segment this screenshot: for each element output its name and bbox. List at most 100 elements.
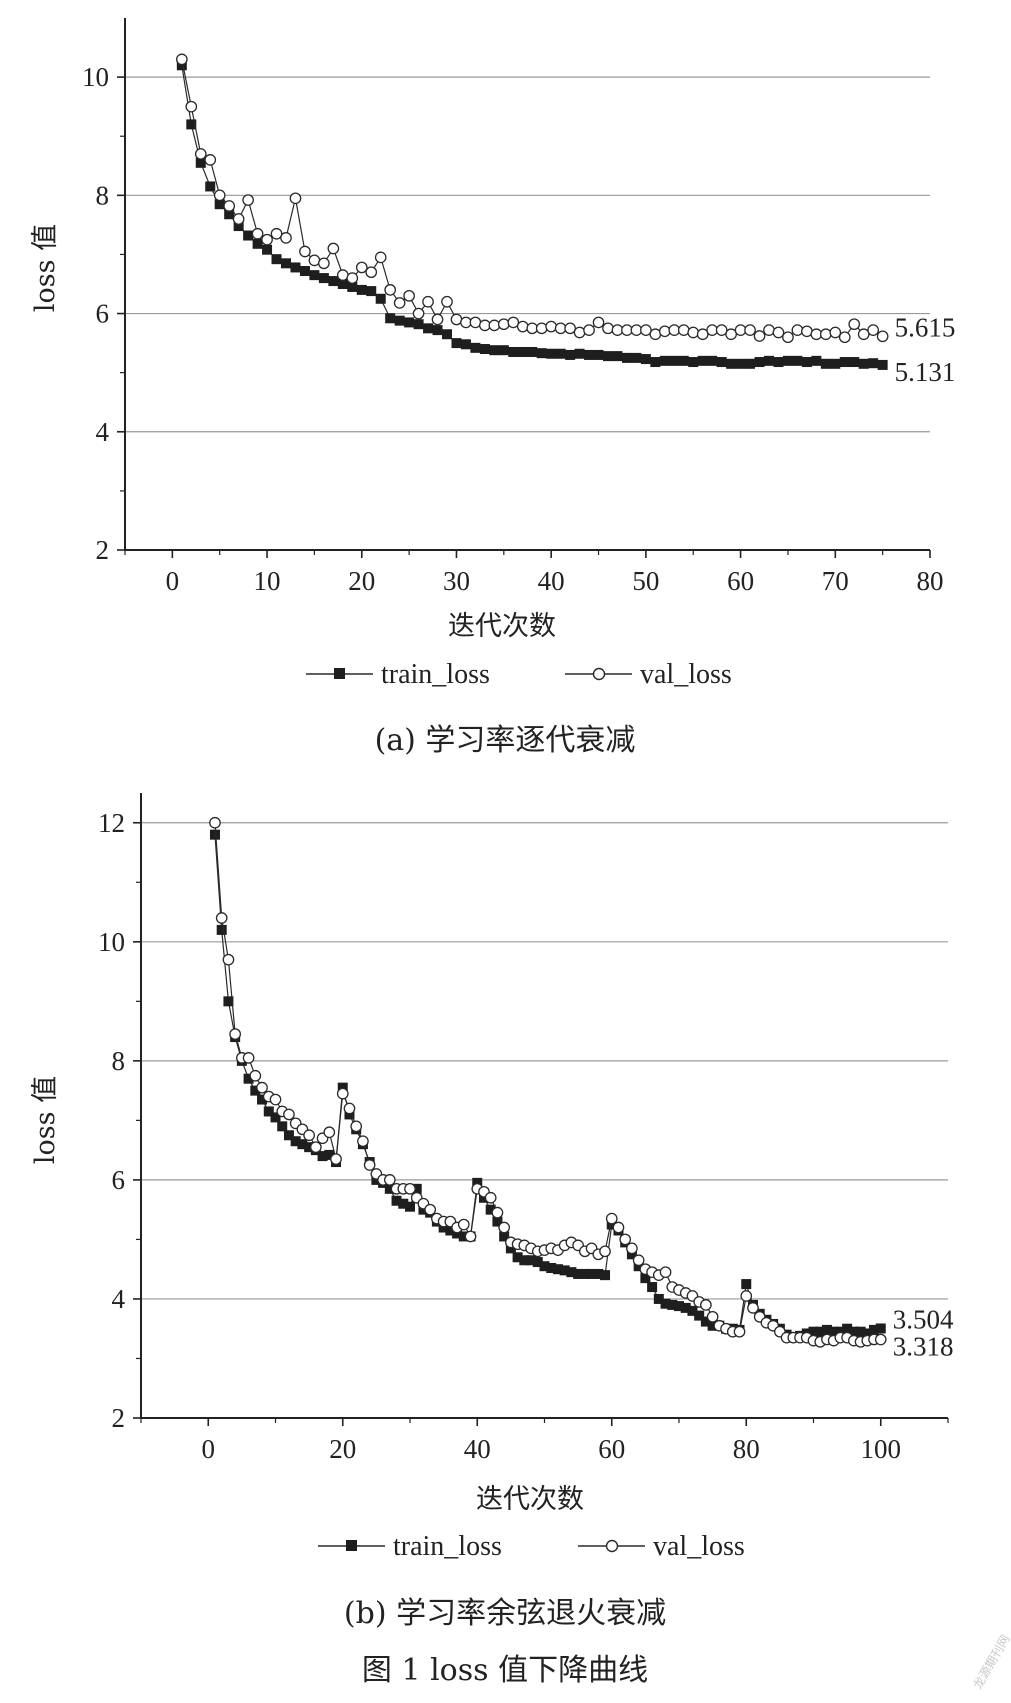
end-value-label-val_loss: 5.615 — [895, 312, 956, 342]
figure-caption: 图 1 loss 值下降曲线 — [362, 1653, 648, 1688]
data-point-train_loss — [566, 1267, 577, 1278]
data-point-train_loss — [318, 273, 329, 284]
data-point-train_loss — [674, 1301, 684, 1312]
legend-a-train-label: train_loss — [381, 659, 490, 690]
data-point-train_loss — [559, 1265, 570, 1276]
data-point-val_loss — [649, 328, 662, 341]
legend-a-val-marker — [592, 667, 606, 681]
data-point-train_loss — [508, 346, 519, 357]
data-point-train_loss — [536, 348, 547, 359]
data-point-train_loss — [839, 357, 850, 368]
data-point-train_loss — [297, 1139, 308, 1150]
data-point-val_loss — [640, 324, 652, 336]
data-point-train_loss — [650, 357, 661, 368]
x-tick-label: 10 — [254, 566, 281, 596]
data-point-train_loss — [460, 339, 471, 350]
data-point-train_loss — [726, 358, 737, 369]
chart-b-axes — [133, 793, 949, 1426]
data-point-train_loss — [478, 1192, 489, 1203]
data-point-train_loss — [828, 1326, 839, 1337]
data-point-train_loss — [808, 1326, 819, 1337]
data-point-val_loss — [422, 295, 434, 308]
data-point-val_loss — [498, 1221, 510, 1234]
data-point-train_loss — [283, 1130, 294, 1141]
data-point-train_loss — [862, 1328, 873, 1339]
data-point-train_loss — [707, 355, 718, 366]
data-point-train_loss — [868, 358, 879, 369]
x-tick-label: 100 — [861, 1434, 902, 1464]
legend-b-train-label: train_loss — [393, 1531, 502, 1562]
data-point-val_loss — [838, 331, 851, 344]
data-point-train_loss — [498, 345, 509, 356]
data-point-val_loss — [715, 324, 728, 336]
data-point-train_loss — [411, 1183, 422, 1194]
x-tick-label: 60 — [727, 566, 754, 596]
data-point-val_loss — [545, 320, 558, 333]
data-point-val_loss — [309, 1141, 322, 1154]
y-tick-label: 2 — [112, 1403, 126, 1433]
chart-b-x-axis-title: 迭代次数 — [476, 1484, 584, 1515]
data-point-val_loss — [491, 1206, 504, 1219]
data-point-train_loss — [552, 1264, 563, 1275]
data-point-val_loss — [383, 1174, 396, 1186]
chart-a-series — [175, 53, 889, 370]
data-point-val_loss — [365, 266, 378, 279]
data-point-val_loss — [222, 953, 235, 966]
data-point-train_loss — [391, 1195, 402, 1206]
data-point-train_loss — [328, 276, 339, 287]
data-point-train_loss — [517, 346, 528, 357]
data-point-train_loss — [811, 355, 822, 366]
data-point-val_loss — [605, 1212, 618, 1225]
chart-a-end-labels: 5.131 5.615 — [895, 312, 956, 387]
data-point-val_loss — [733, 1325, 746, 1338]
data-point-train_loss — [445, 1225, 456, 1236]
data-point-val_loss — [289, 192, 302, 205]
data-point-val_loss — [336, 269, 349, 281]
data-point-train_loss — [593, 349, 604, 360]
end-value-label-val_loss: 3.318 — [893, 1332, 954, 1362]
data-point-val_loss — [269, 1093, 282, 1106]
data-point-train_loss — [271, 254, 282, 265]
data-point-train_loss — [492, 1216, 503, 1227]
data-point-train_loss — [485, 1204, 496, 1215]
chart-b-caption: (b) 学习率余弦退火衰减 — [344, 1596, 666, 1631]
data-point-train_loss — [309, 270, 320, 281]
data-point-train_loss — [745, 358, 756, 369]
data-point-val_loss — [700, 1299, 712, 1311]
y-tick-label: 10 — [82, 62, 109, 92]
data-point-train_loss — [647, 1282, 658, 1293]
x-tick-label: 60 — [598, 1434, 625, 1464]
data-point-train_loss — [205, 181, 216, 192]
data-point-val_loss — [602, 322, 614, 335]
data-point-train_loss — [653, 1293, 664, 1304]
data-point-val_loss — [251, 227, 264, 240]
data-point-train_loss — [820, 358, 831, 369]
data-point-train_loss — [633, 1261, 644, 1272]
x-tick-label: 0 — [202, 1434, 216, 1464]
data-point-val_loss — [308, 254, 321, 267]
data-point-train_loss — [418, 1204, 429, 1215]
data-point-val_loss — [801, 325, 813, 338]
data-point-train_loss — [405, 1201, 415, 1212]
data-point-val_loss — [242, 1052, 255, 1064]
data-point-val_loss — [753, 330, 766, 342]
data-point-val_loss — [763, 324, 775, 336]
chart-b-tick-labels: 2 4 6 8 10 12 0 20 40 60 80 100 — [98, 808, 901, 1464]
data-point-val_loss — [318, 257, 330, 270]
legend-b-val-marker — [605, 1539, 619, 1553]
data-point-val_loss — [612, 1221, 625, 1234]
chart-b-series — [209, 816, 887, 1348]
data-point-train_loss — [621, 352, 632, 363]
data-point-train_loss — [640, 1273, 651, 1284]
data-point-train_loss — [546, 1263, 557, 1273]
data-point-train_loss — [741, 1279, 752, 1290]
y-tick-label: 8 — [112, 1046, 126, 1076]
data-point-train_loss — [815, 1326, 826, 1337]
data-point-val_loss — [403, 289, 415, 302]
data-point-train_loss — [384, 1183, 395, 1194]
data-point-val_loss — [223, 200, 236, 212]
chart-a-y-axis-title: loss 值 — [30, 224, 61, 312]
data-point-val_loss — [242, 194, 254, 206]
